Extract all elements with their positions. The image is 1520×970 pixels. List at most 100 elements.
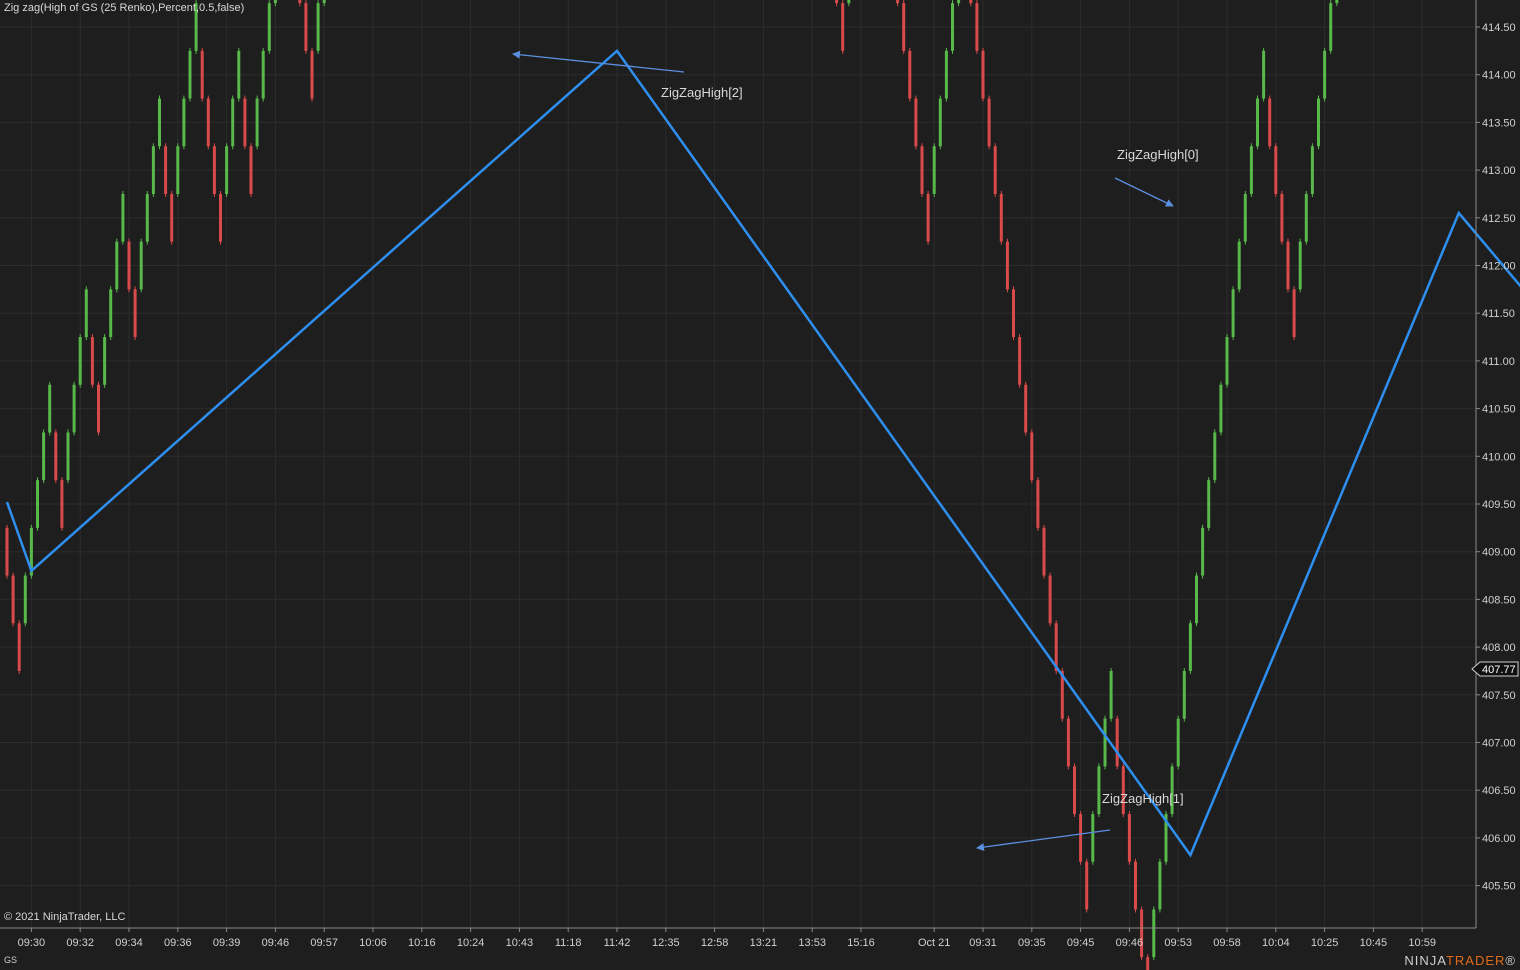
down-brick — [298, 0, 302, 4]
down-brick — [926, 193, 930, 242]
up-brick — [267, 3, 271, 51]
up-brick — [944, 50, 948, 99]
time-axis[interactable]: 09:30 09:32 09:34 09:36 09:39 09:46 09:57 10:06… — [0, 927, 1476, 949]
time-tick-label: 09:35 — [1018, 937, 1046, 949]
copyright-text: © 2021 NinjaTrader, LLC — [4, 911, 126, 923]
down-brick — [54, 432, 58, 481]
up-brick — [78, 337, 82, 385]
price-tick-label: 405.50 — [1482, 881, 1516, 893]
time-tick-label: 09:36 — [164, 937, 192, 949]
time-tick-label: 11:42 — [604, 937, 631, 949]
up-brick — [194, 3, 198, 51]
price-tick-label: 409.50 — [1482, 499, 1516, 511]
price-tick-label: 407.50 — [1482, 690, 1516, 702]
down-brick — [1085, 861, 1089, 910]
down-brick — [200, 50, 204, 99]
down-brick — [1036, 480, 1040, 528]
zigzag-line — [5, 48, 1520, 858]
ninjatrader-logo: NINJATRADER® — [1404, 953, 1516, 968]
down-brick — [1042, 527, 1046, 576]
price-tick-label: 411.00 — [1482, 356, 1515, 368]
down-brick — [1121, 766, 1125, 815]
current-price-marker — [1471, 661, 1519, 677]
up-brick — [139, 241, 143, 290]
time-tick-label: 10:04 — [1262, 937, 1290, 949]
down-brick — [975, 3, 979, 51]
up-brick — [951, 3, 954, 51]
up-brick — [29, 527, 33, 576]
up-brick — [151, 146, 155, 194]
annotation-zigzaghigh-2-arrow — [512, 50, 685, 73]
up-brick — [1213, 432, 1217, 481]
time-tick-label: 15:16 — [847, 937, 875, 949]
price-tick-label: 412.00 — [1482, 261, 1516, 273]
time-tick-label: 10:25 — [1311, 937, 1339, 949]
down-brick — [11, 575, 15, 624]
down-brick — [133, 289, 137, 338]
logo-part-2: TRADER — [1445, 953, 1506, 968]
up-brick — [1323, 50, 1327, 99]
down-brick — [1030, 432, 1034, 481]
time-tick-label: 10:59 — [1408, 937, 1436, 949]
up-brick — [1225, 337, 1229, 385]
time-tick-label: 12:58 — [701, 937, 729, 949]
price-tick-label: 408.50 — [1482, 594, 1516, 606]
annotation-zigzaghigh-1-label: ZigZagHigh[1] — [1102, 791, 1184, 806]
down-brick — [1024, 384, 1028, 433]
down-brick — [90, 337, 94, 385]
up-brick — [932, 146, 936, 194]
down-brick — [896, 0, 900, 4]
down-brick — [1012, 289, 1015, 338]
up-brick — [225, 146, 229, 194]
up-brick — [1310, 146, 1314, 194]
down-brick — [1134, 861, 1137, 910]
down-brick — [310, 50, 314, 99]
up-brick — [48, 384, 52, 433]
down-brick — [17, 623, 21, 671]
time-tick-label: 09:39 — [213, 937, 241, 949]
down-brick — [835, 0, 839, 4]
down-brick — [1115, 718, 1119, 767]
down-brick — [1146, 957, 1150, 970]
down-brick — [920, 146, 924, 194]
up-brick — [1182, 670, 1186, 719]
down-brick — [1292, 289, 1296, 338]
price-axis[interactable]: 405.50 406.00 406.50 407.00 407.50 408.00 408.… — [1471, 0, 1519, 928]
down-brick — [969, 0, 973, 4]
up-brick — [158, 98, 161, 147]
down-brick — [60, 480, 64, 528]
up-brick — [1195, 575, 1198, 624]
up-brick — [1164, 814, 1168, 862]
current-price-label: 407.77 — [1482, 664, 1516, 676]
time-tick-label: 11:18 — [555, 937, 582, 949]
up-brick — [36, 480, 39, 528]
down-brick — [5, 527, 9, 576]
up-brick — [322, 0, 326, 4]
up-brick — [1158, 861, 1162, 910]
down-brick — [1268, 98, 1272, 147]
up-brick — [1152, 909, 1156, 958]
time-tick-label: 13:53 — [798, 937, 826, 949]
time-tick-label: 10:24 — [457, 937, 485, 949]
down-brick — [206, 98, 210, 147]
up-brick — [1170, 766, 1174, 815]
up-brick — [188, 50, 192, 99]
down-brick — [243, 98, 247, 147]
down-brick — [1066, 718, 1070, 767]
price-tick-label: 412.50 — [1482, 213, 1516, 225]
up-brick — [957, 0, 961, 4]
price-tick-label: 409.00 — [1482, 547, 1516, 559]
down-brick — [97, 384, 100, 433]
annotation-zigzaghigh-2-label: ZigZagHigh[2] — [661, 85, 743, 100]
indicator-title: Zig zag(High of GS (25 Renko),Percent,0.… — [4, 2, 245, 14]
down-brick — [170, 193, 174, 242]
annotation-zigzaghigh-1-arrow — [976, 829, 1111, 852]
down-brick — [219, 193, 222, 242]
up-brick — [1243, 193, 1247, 242]
down-brick — [993, 146, 997, 194]
down-brick — [1286, 241, 1290, 290]
up-brick — [1262, 50, 1266, 99]
down-brick — [987, 98, 991, 147]
down-brick — [1005, 241, 1009, 290]
